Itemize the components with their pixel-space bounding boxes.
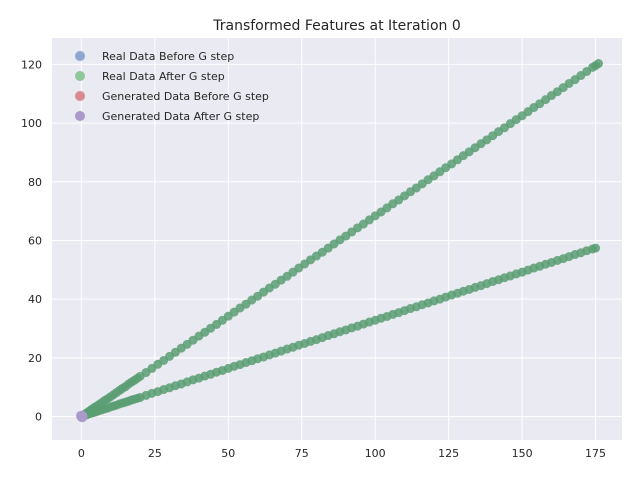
x-axis-ticks: 0 25 50 75 100 125 150 175	[78, 447, 606, 460]
y-tick-label: 60	[28, 234, 42, 247]
y-tick-label: 100	[21, 117, 42, 130]
y-tick-label: 0	[35, 411, 42, 424]
legend-label: Generated Data Before G step	[102, 90, 269, 103]
y-tick-label: 80	[28, 176, 42, 189]
data-point	[591, 243, 601, 253]
y-tick-label: 20	[28, 352, 42, 365]
legend-marker	[75, 111, 85, 121]
x-tick-label: 25	[148, 447, 162, 460]
chart-title: Transformed Features at Iteration 0	[212, 18, 461, 34]
y-axis-ticks: 0 20 40 60 80 100 120	[21, 58, 42, 423]
y-tick-label: 120	[21, 58, 42, 71]
data-point	[593, 59, 603, 69]
x-tick-label: 0	[78, 447, 85, 460]
data-points	[76, 59, 603, 423]
x-tick-label: 75	[295, 447, 309, 460]
legend-marker	[75, 71, 85, 81]
y-tick-label: 40	[28, 293, 42, 306]
x-tick-label: 125	[438, 447, 459, 460]
legend-label: Real Data Before G step	[102, 50, 234, 63]
legend-marker	[75, 51, 85, 61]
legend-label: Real Data After G step	[102, 70, 225, 83]
x-tick-label: 50	[221, 447, 235, 460]
legend-marker	[75, 91, 85, 101]
x-tick-label: 150	[512, 447, 533, 460]
legend: Real Data Before G step Real Data After G…	[75, 50, 269, 123]
x-tick-label: 175	[585, 447, 606, 460]
legend-label: Generated Data After G step	[102, 110, 259, 123]
data-point	[77, 411, 87, 421]
x-tick-label: 100	[365, 447, 386, 460]
